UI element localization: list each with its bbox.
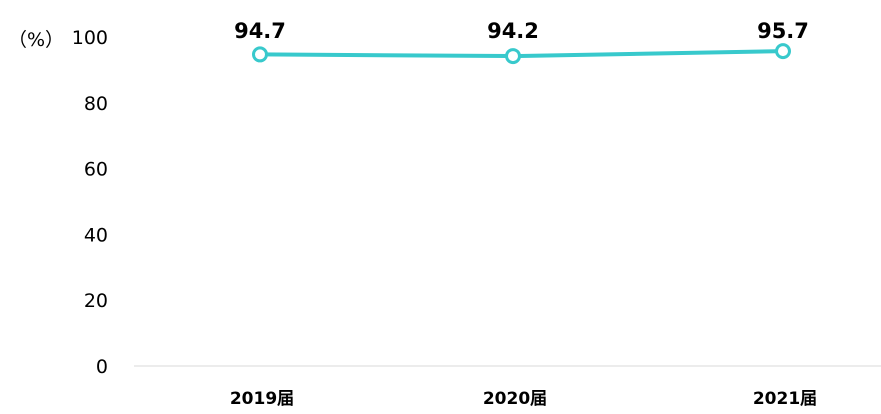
series-line xyxy=(259,49,784,59)
y-tick-label: 0 xyxy=(96,356,108,378)
y-axis-unit-label: （%） xyxy=(8,29,64,51)
y-tick-label: 40 xyxy=(84,224,108,246)
data-point-marker xyxy=(252,46,268,63)
y-tick-label: 100 xyxy=(72,27,108,49)
data-labels: 94.7 94.2 95.7 xyxy=(234,19,809,43)
x-axis-ticks: 2019届 2020届 2021届 xyxy=(230,389,817,409)
data-label: 94.7 xyxy=(234,19,286,43)
x-tick-label: 2021届 xyxy=(753,389,817,409)
data-label: 94.2 xyxy=(487,19,539,43)
data-point-marker xyxy=(775,43,791,60)
data-label: 95.7 xyxy=(757,19,809,43)
x-tick-label: 2019届 xyxy=(230,389,294,409)
y-axis-ticks: 0 20 40 60 80 100 xyxy=(72,27,108,378)
y-tick-label: 80 xyxy=(84,93,108,115)
y-tick-label: 60 xyxy=(84,159,108,181)
series-markers xyxy=(252,43,791,65)
x-tick-label: 2020届 xyxy=(483,389,547,409)
y-tick-label: 20 xyxy=(84,290,108,312)
data-point-marker xyxy=(505,48,521,65)
